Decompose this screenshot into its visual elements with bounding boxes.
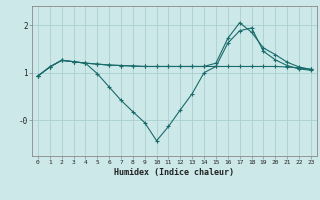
X-axis label: Humidex (Indice chaleur): Humidex (Indice chaleur) bbox=[115, 168, 234, 177]
